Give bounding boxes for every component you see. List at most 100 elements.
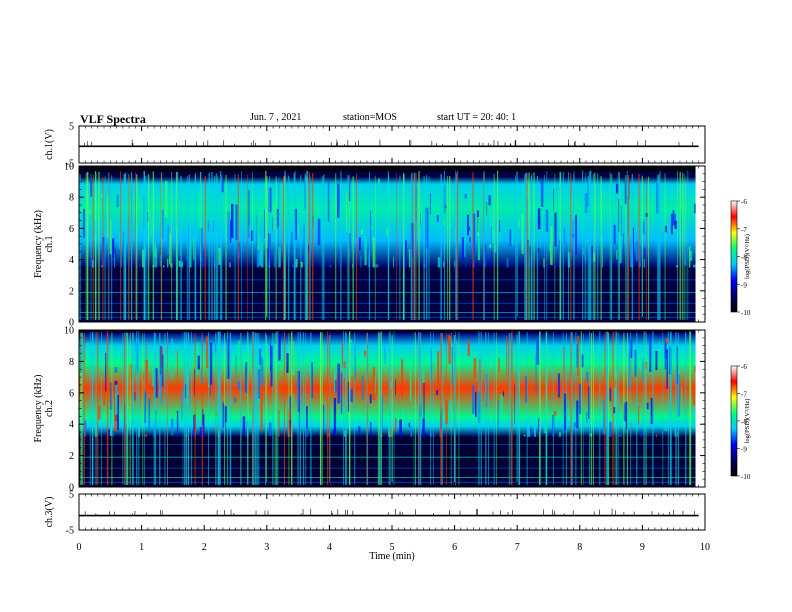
ch1-spectrogram-texture: [114, 252, 116, 268]
ch1-spectrogram-texture: [684, 247, 687, 266]
ch1-spectrogram-texture: [268, 187, 272, 213]
ch2-spectrogram-texture: [473, 358, 477, 378]
ch1-spectrogram-texture: [298, 224, 299, 238]
ch2-spectrogram-texture: [176, 350, 178, 388]
ch2-spectrogram-texture: [186, 362, 189, 405]
ch2-spectrogram-texture: [222, 401, 224, 406]
ch1-spectrogram-texture: [378, 178, 381, 187]
ch1-spectrogram-texture: [443, 261, 445, 268]
ch1-spectrogram-texture: [256, 206, 259, 216]
ch2-spectrogram-texture: [384, 346, 386, 365]
ch2-spectrogram-texture: [602, 398, 606, 435]
ch1-spectrogram-texture: [146, 212, 149, 222]
ch1-spectrogram-ylabel-line: ch.1: [44, 236, 55, 253]
ch3-waveform-ytick-label: 5: [69, 490, 74, 501]
ch1-spectrogram-ytick-label: 6: [69, 224, 74, 235]
ch2-spectrogram-texture: [634, 349, 638, 377]
ch2-spectrogram-texture: [477, 434, 479, 437]
ch1-spectrogram-texture: [256, 242, 260, 268]
ch2-spectrogram-texture: [237, 381, 241, 390]
ch1-spectrogram-texture: [400, 259, 401, 266]
ch1-spectrogram-texture: [563, 228, 566, 245]
ch1-spectrogram-texture: [511, 225, 514, 245]
ch2-spectrogram-colorbar-tick-label: -8: [741, 418, 747, 426]
ch1-spectrogram-texture: [537, 208, 541, 230]
ch1-spectrogram-texture: [506, 257, 509, 268]
ch2-spectrogram-texture: [448, 335, 451, 364]
ch2-spectrogram-texture: [205, 336, 209, 369]
ch2-spectrogram-texture: [474, 391, 477, 418]
ch1-spectrogram-texture: [167, 258, 169, 268]
ch2-spectrogram-texture: [436, 390, 439, 396]
ch1-spectrogram-texture: [298, 197, 302, 211]
ch1-spectrogram-texture: [100, 193, 103, 199]
ch2-spectrogram-texture: [447, 334, 450, 342]
ch2-spectrogram-texture: [160, 347, 163, 368]
ch2-spectrogram-texture: [369, 394, 372, 404]
ch2-spectrogram-texture: [614, 361, 617, 380]
ch1-spectrogram-texture: [229, 262, 231, 268]
x-tick-label: 8: [577, 542, 582, 553]
ch1-spectrogram-texture: [616, 249, 618, 260]
ch1-spectrogram-texture: [499, 228, 501, 240]
ch1-spectrogram-texture: [457, 216, 461, 244]
ch1-spectrogram-texture: [155, 247, 158, 268]
ch2-spectrogram-colorbar-tick-label: -6: [741, 363, 747, 371]
ch2-spectrogram-texture: [502, 391, 505, 397]
ch1-spectrogram-texture: [109, 218, 112, 255]
ch2-spectrogram-texture: [110, 382, 113, 425]
ch2-spectrogram-colorbar-tick-label: -9: [741, 446, 747, 454]
ch1-spectrogram-texture: [295, 258, 298, 268]
ch1-spectrogram-texture: [480, 190, 482, 198]
ch1-spectrogram-texture: [229, 220, 232, 243]
ch1-spectrogram-texture: [88, 257, 90, 268]
ch2-spectrogram-texture: [576, 344, 578, 368]
ch2-spectrogram-texture: [609, 388, 612, 402]
ch1-spectrogram-texture: [672, 210, 675, 226]
ch2-spectrogram-texture: [194, 368, 195, 397]
ch1-spectrogram-colorbar-tick-label: -10: [741, 309, 751, 317]
ch1-spectrogram-texture: [297, 252, 299, 259]
ch2-spectrogram-texture: [286, 353, 289, 373]
ch2-spectrogram-texture: [134, 392, 136, 401]
ch2-spectrogram-texture: [343, 378, 345, 391]
ch1-spectrogram-texture: [414, 199, 416, 227]
x-tick-label: 3: [264, 542, 269, 553]
ch1-spectrogram-texture: [518, 219, 520, 228]
ch2-spectrogram-ylabel-line: Frequency (kHz): [33, 374, 44, 442]
ch2-spectrogram-ytick-label: 6: [69, 388, 74, 399]
ch1-spectrogram-texture: [674, 220, 677, 229]
ch2-spectrogram-texture: [401, 359, 404, 398]
ch1-spectrogram-texture: [590, 246, 594, 259]
ch1-spectrogram-texture: [454, 260, 456, 268]
ch2-spectrogram-texture: [638, 405, 640, 425]
x-tick-label: 5: [390, 542, 395, 553]
x-tick-label: 6: [452, 542, 457, 553]
ch1-spectrogram-texture: [536, 248, 540, 254]
ch2-spectrogram-texture: [260, 387, 263, 431]
ch2-spectrogram-texture: [389, 427, 393, 437]
ch2-spectrogram-texture: [472, 385, 475, 414]
ch2-spectrogram-texture: [694, 365, 697, 372]
ch2-spectrogram-texture: [306, 428, 309, 437]
ch2-spectrogram-texture: [558, 432, 562, 437]
ch2-spectrogram-texture: [341, 340, 344, 368]
ch2-spectrogram-colorbar-label: log(PSD)(V²/Hz): [744, 399, 751, 444]
ch1-spectrogram-texture: [688, 246, 691, 268]
ch1-spectrogram-texture: [114, 247, 116, 257]
ch1-spectrogram-texture: [430, 192, 431, 215]
ch2-spectrogram-texture: [197, 355, 200, 370]
ch2-spectrogram-texture: [80, 335, 83, 373]
ch1-spectrogram-texture: [119, 228, 121, 250]
ch1-spectrogram-colorbar-tick-label: -9: [741, 281, 747, 289]
ch2-spectrogram-texture: [296, 381, 299, 387]
ch1-spectrogram-texture: [629, 218, 631, 237]
ch1-spectrogram-texture: [420, 213, 421, 225]
ch2-spectrogram-texture: [333, 397, 337, 436]
ch2-spectrogram-texture: [563, 393, 567, 431]
ch1-spectrogram-texture: [670, 213, 674, 235]
ch2-spectrogram-texture: [676, 346, 678, 385]
ch1-spectrogram-texture: [165, 264, 167, 268]
ch1-spectrogram-texture: [477, 237, 481, 261]
ch1-spectrogram-texture: [264, 209, 266, 239]
